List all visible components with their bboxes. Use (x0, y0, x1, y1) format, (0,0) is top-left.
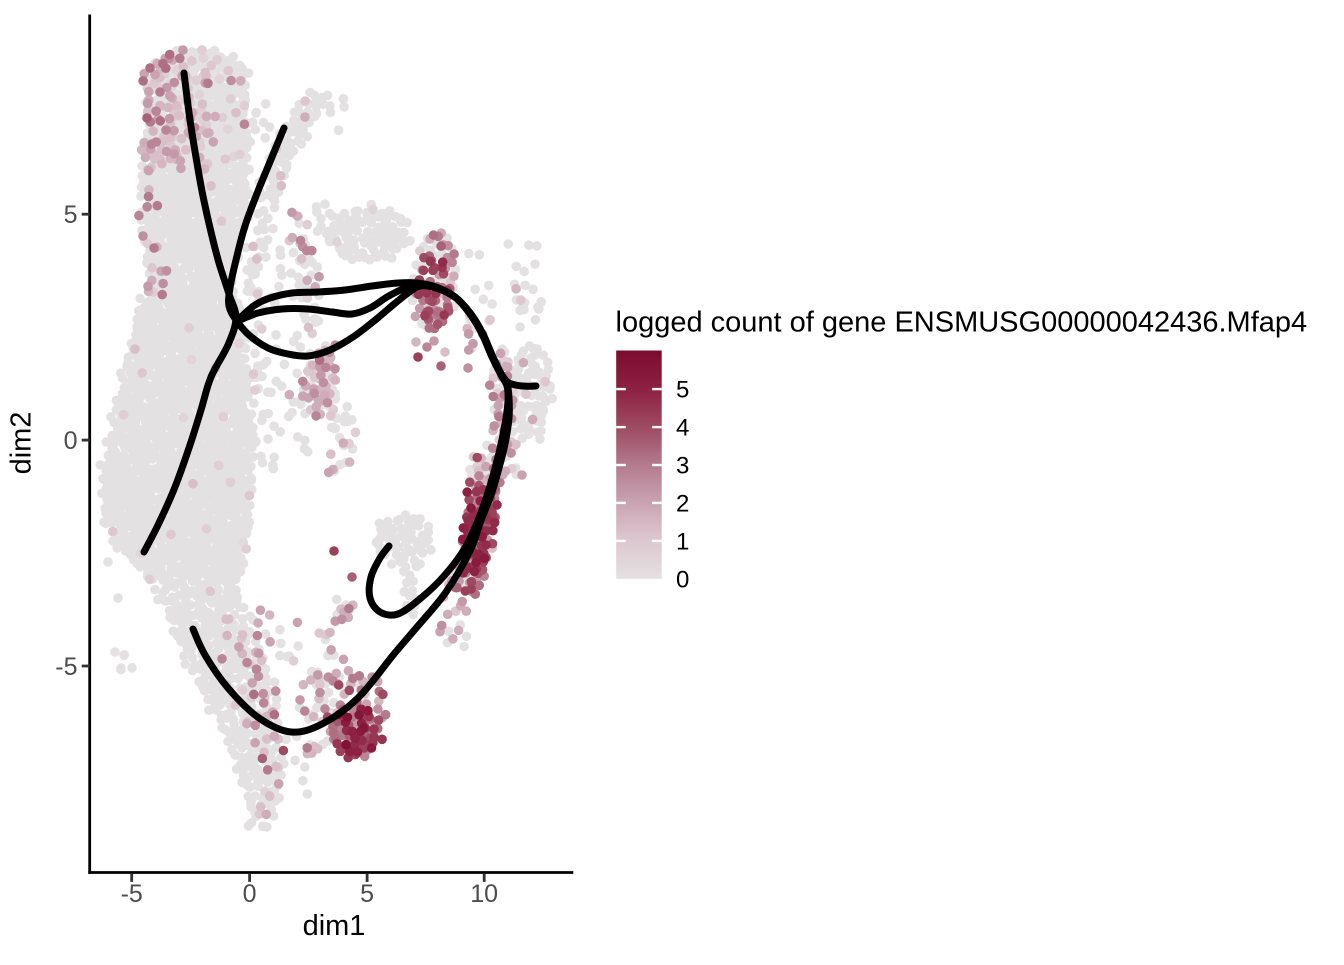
svg-text:-5: -5 (55, 653, 77, 681)
svg-text:5: 5 (676, 377, 689, 404)
svg-text:0: 0 (676, 566, 689, 593)
svg-text:logged count of gene ENSMUSG00: logged count of gene ENSMUSG00000042436.… (616, 306, 1308, 338)
svg-text:0: 0 (243, 880, 257, 908)
svg-text:5: 5 (360, 880, 374, 908)
svg-text:2: 2 (676, 490, 689, 517)
svg-text:0: 0 (64, 427, 78, 455)
svg-text:10: 10 (470, 880, 498, 908)
svg-text:dim2: dim2 (6, 412, 38, 475)
svg-text:3: 3 (676, 453, 689, 480)
svg-text:5: 5 (64, 201, 78, 229)
svg-text:-5: -5 (121, 880, 143, 908)
svg-text:dim1: dim1 (303, 910, 366, 942)
svg-text:4: 4 (676, 415, 689, 442)
svg-text:1: 1 (676, 528, 689, 555)
